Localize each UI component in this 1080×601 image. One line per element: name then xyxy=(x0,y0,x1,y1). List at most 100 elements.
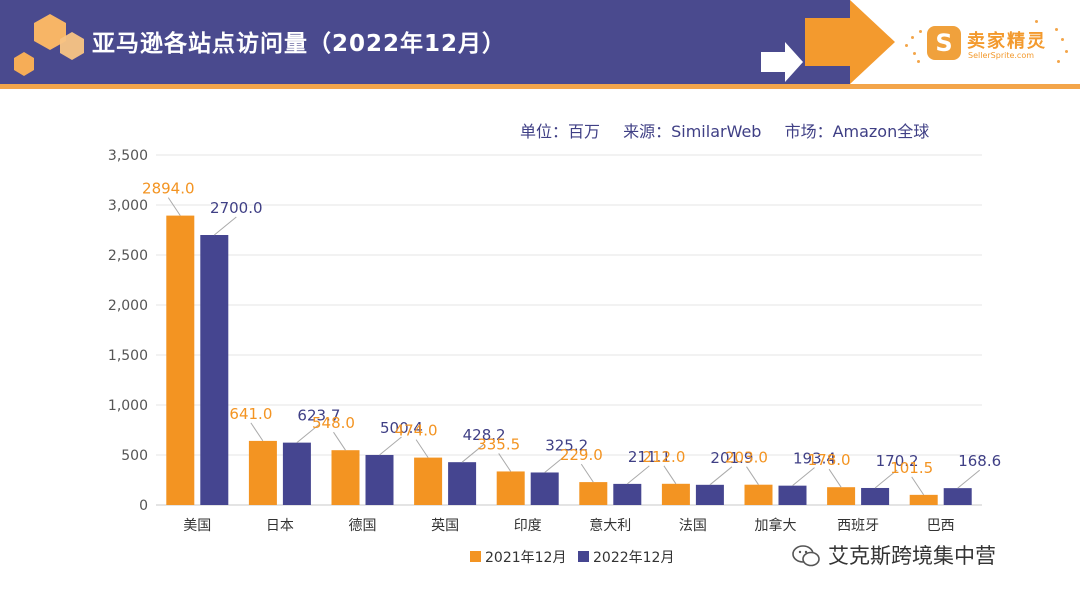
x-tick-label: 英国 xyxy=(431,517,459,534)
label-leader xyxy=(957,469,981,489)
x-tick-label: 美国 xyxy=(183,518,211,534)
data-label: 170.2 xyxy=(876,452,919,470)
bar-2022 xyxy=(448,462,477,505)
data-label: 325.2 xyxy=(545,436,588,454)
s-badge-icon: S xyxy=(927,26,961,60)
data-label: 203.0 xyxy=(725,449,768,467)
y-tick-label: 2,000 xyxy=(108,298,148,314)
label-leader xyxy=(911,476,925,496)
label-leader xyxy=(333,431,346,451)
bar-2021 xyxy=(909,494,938,505)
bar-2022 xyxy=(365,454,394,505)
data-label: 193.4 xyxy=(793,450,836,468)
data-label: 168.6 xyxy=(958,452,1001,470)
wechat-icon xyxy=(792,545,820,567)
hexagon-decoration-icon xyxy=(14,14,84,76)
legend-label: 2022年12月 xyxy=(593,550,674,566)
y-tick-label: 1,500 xyxy=(108,348,148,364)
data-label: 641.0 xyxy=(229,405,272,423)
label-leader xyxy=(415,439,429,458)
label-leader xyxy=(250,422,264,442)
bar-2021 xyxy=(579,482,608,505)
data-label: 428.2 xyxy=(463,426,506,444)
x-tick-label: 德国 xyxy=(349,518,377,534)
source-label: 来源：SimilarWeb xyxy=(623,122,762,141)
data-label: 212.0 xyxy=(642,448,685,466)
watermark: 艾克斯跨境集中营 xyxy=(792,540,996,570)
label-leader xyxy=(874,469,898,489)
x-tick-label: 西班牙 xyxy=(837,518,879,534)
bar-2021 xyxy=(744,484,773,505)
label-leader xyxy=(746,466,759,485)
x-tick-label: 巴西 xyxy=(927,518,955,534)
label-leader xyxy=(296,424,320,444)
unit-label: 单位：百万 xyxy=(520,122,601,141)
label-leader xyxy=(828,468,842,488)
units-info: 单位：百万 来源：SimilarWeb 市场：Amazon全球 xyxy=(520,118,929,142)
bar-2022 xyxy=(695,484,724,505)
arrow-right-icon xyxy=(761,0,895,84)
page-title: 亚马逊各站点访问量（2022年12月） xyxy=(92,31,507,57)
y-tick-label: 2,500 xyxy=(108,248,148,264)
logo-sub: SellerSprite.com xyxy=(968,51,1035,60)
data-label: 2894.0 xyxy=(142,180,195,198)
label-leader xyxy=(498,453,512,472)
data-label: 178.0 xyxy=(808,451,851,469)
label-leader xyxy=(663,465,677,485)
y-tick-label: 500 xyxy=(121,448,148,464)
market-label: 市场：Amazon全球 xyxy=(784,122,930,141)
y-tick-label: 0 xyxy=(139,498,148,514)
x-tick-label: 意大利 xyxy=(589,517,631,534)
y-tick-label: 3,000 xyxy=(108,198,148,214)
bar-2021 xyxy=(166,215,195,505)
label-leader xyxy=(626,465,650,485)
bar-2022 xyxy=(200,235,229,505)
x-tick-label: 日本 xyxy=(266,518,294,534)
bar-2021 xyxy=(496,471,525,505)
legend-swatch xyxy=(578,551,589,562)
label-leader xyxy=(461,443,485,463)
legend-swatch xyxy=(470,551,481,562)
watermark-text: 艾克斯跨境集中营 xyxy=(828,544,996,568)
label-leader xyxy=(709,466,733,486)
legend-label: 2021年12月 xyxy=(485,550,566,566)
bar-2022 xyxy=(282,442,311,505)
label-leader xyxy=(580,463,594,483)
data-label: 211.1 xyxy=(628,448,671,466)
label-leader xyxy=(544,454,568,473)
bar-2022 xyxy=(861,487,890,505)
data-label: 335.5 xyxy=(477,435,520,453)
data-label: 101.5 xyxy=(890,459,933,477)
sellersprite-logo: S 卖家精灵 SellerSprite.com xyxy=(905,16,1075,72)
header: 亚马逊各站点访问量（2022年12月） S 卖家精灵 SellerSprite.… xyxy=(0,0,1080,84)
label-leader xyxy=(792,467,815,487)
bar-2021 xyxy=(248,440,277,505)
bar-2022 xyxy=(778,485,807,505)
label-leader xyxy=(379,436,402,456)
x-tick-label: 法国 xyxy=(679,518,707,534)
x-tick-label: 加拿大 xyxy=(755,517,797,534)
header-band xyxy=(0,0,850,84)
data-label: 2700.0 xyxy=(210,199,263,217)
y-tick-label: 3,500 xyxy=(108,148,148,164)
data-label: 229.0 xyxy=(560,446,603,464)
bar-2021 xyxy=(414,457,443,505)
y-tick-label: 1,000 xyxy=(108,398,148,414)
bar-2022 xyxy=(530,472,559,505)
label-leader xyxy=(213,216,237,236)
bar-2022 xyxy=(613,483,642,505)
bar-2022 xyxy=(943,488,972,505)
data-label: 474.0 xyxy=(395,422,438,440)
label-leader xyxy=(167,197,181,216)
bar-2021 xyxy=(331,450,360,505)
header-accent-line xyxy=(0,84,1080,89)
bar-2021 xyxy=(661,483,690,505)
logo-name: 卖家精灵 xyxy=(967,31,1047,52)
data-label: 548.0 xyxy=(312,414,355,432)
x-tick-label: 印度 xyxy=(514,518,542,534)
data-label: 500.4 xyxy=(380,419,423,437)
data-label: 623.7 xyxy=(297,407,340,425)
bar-2021 xyxy=(827,487,856,505)
data-label: 201.9 xyxy=(710,449,753,467)
